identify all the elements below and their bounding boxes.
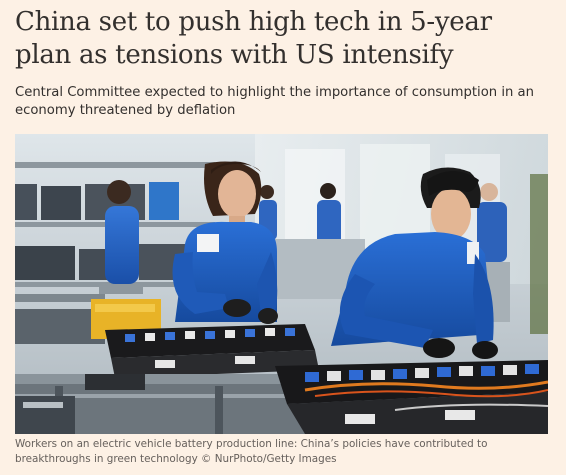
- article-photo[interactable]: [15, 134, 548, 434]
- battery-pack-middle: [105, 324, 319, 378]
- headline[interactable]: China set to push high tech in 5-year pl…: [15, 7, 492, 70]
- standfirst: Central Committee expected to highlight …: [15, 85, 534, 118]
- image-caption: Workers on an electric vehicle battery p…: [15, 438, 488, 465]
- battery-pack-front: [275, 360, 548, 434]
- worker-woman: [172, 161, 278, 324]
- worker-man: [331, 167, 498, 359]
